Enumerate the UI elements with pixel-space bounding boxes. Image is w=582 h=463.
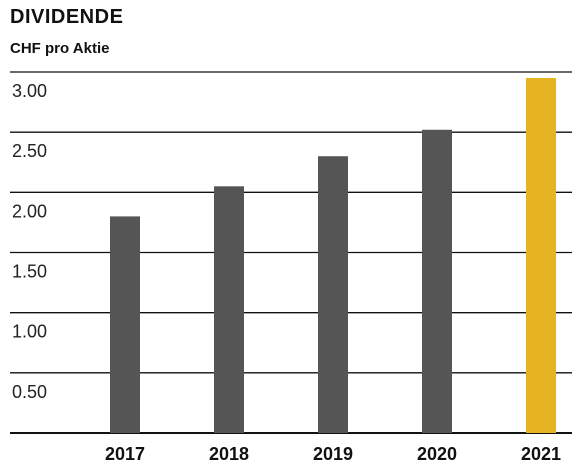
bar-2020 <box>422 129 452 433</box>
y-tick-label: 2.50 <box>12 141 47 161</box>
bar-2017 <box>110 216 140 433</box>
y-tick-label: 1.50 <box>12 262 47 282</box>
x-tick-label: 2021 <box>521 444 561 463</box>
y-tick-label: 1.00 <box>12 322 47 342</box>
chart-title: DIVIDENDE <box>10 6 124 28</box>
x-tick-label: 2017 <box>105 444 145 463</box>
grid-lines <box>10 71 572 434</box>
y-tick-labels: 0.50 1.00 1.50 2.00 2.50 3.00 <box>12 81 47 402</box>
x-tick-label: 2018 <box>209 444 249 463</box>
bar-2019 <box>318 156 348 433</box>
y-tick-label: 3.00 <box>12 81 47 101</box>
x-tick-labels: 2017 2018 2019 2020 2021 <box>105 444 561 463</box>
y-tick-label: 0.50 <box>12 382 47 402</box>
chart-subtitle: CHF pro Aktie <box>10 40 110 57</box>
y-tick-label: 2.00 <box>12 201 47 221</box>
bars <box>110 78 556 434</box>
bar-2018 <box>214 186 244 433</box>
x-tick-label: 2019 <box>313 444 353 463</box>
bar-2021 <box>526 78 556 434</box>
x-tick-label: 2020 <box>417 444 457 463</box>
